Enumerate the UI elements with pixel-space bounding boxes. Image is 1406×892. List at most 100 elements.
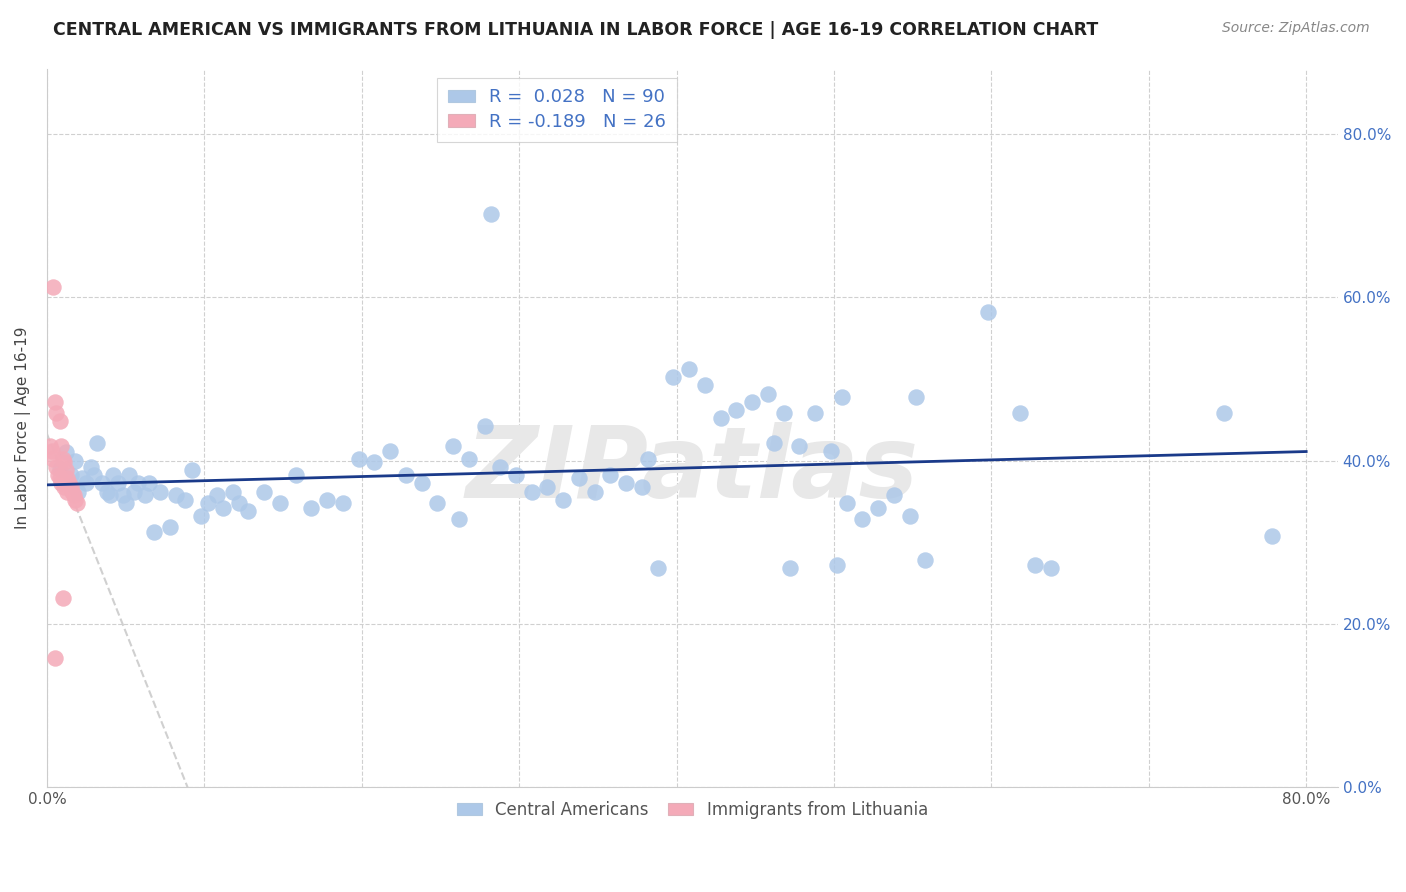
Point (49, 439, 72, 453)
Point (165, 488, 187, 502)
Point (426, 496, 449, 510)
Point (205, 488, 228, 502)
Point (48, 471, 70, 485)
Point (70, 471, 93, 485)
Point (42, 451, 65, 466)
Point (449, 512, 471, 526)
Point (46, 468, 69, 483)
Point (378, 443, 401, 458)
Point (710, 411, 733, 425)
Point (52, 451, 75, 466)
Point (228, 496, 250, 510)
Point (138, 476, 160, 491)
Point (111, 488, 134, 502)
Point (772, 406, 794, 420)
Point (835, 496, 858, 510)
Text: CENTRAL AMERICAN VS IMMIGRANTS FROM LITHUANIA IN LABOR FORCE | AGE 16-19 CORRELA: CENTRAL AMERICAN VS IMMIGRANTS FROM LITH… (53, 21, 1098, 39)
Point (55, 463, 77, 477)
Point (763, 435, 786, 450)
Point (52, 591, 75, 605)
Point (60, 484, 83, 499)
Point (96, 484, 118, 499)
Point (67, 484, 90, 499)
Point (820, 443, 842, 458)
Point (53, 480, 76, 494)
Point (134, 488, 156, 502)
Point (825, 558, 848, 572)
Point (107, 476, 129, 491)
Point (536, 480, 558, 494)
Point (58, 476, 80, 491)
Point (174, 492, 197, 507)
Point (779, 561, 801, 575)
Point (831, 390, 853, 404)
Point (457, 451, 479, 466)
Point (756, 386, 779, 401)
Point (395, 468, 418, 483)
Point (59, 480, 82, 494)
Point (489, 460, 512, 475)
Point (62, 488, 84, 502)
Point (479, 207, 502, 221)
Point (725, 403, 748, 417)
Point (56, 484, 79, 499)
Point (599, 468, 621, 483)
Point (253, 484, 276, 499)
Point (1040, 561, 1063, 575)
Point (474, 419, 496, 434)
Text: Source: ZipAtlas.com: Source: ZipAtlas.com (1222, 21, 1369, 36)
Point (678, 362, 700, 376)
Point (583, 484, 606, 499)
Point (411, 476, 433, 491)
Point (122, 484, 145, 499)
Point (44, 394, 66, 409)
Point (1024, 558, 1046, 572)
Point (904, 390, 927, 404)
Y-axis label: In Labor Force | Age 16-19: In Labor Force | Age 16-19 (15, 326, 31, 529)
Point (347, 451, 370, 466)
Point (149, 484, 172, 499)
Point (101, 468, 124, 483)
Point (45, 460, 67, 475)
Point (83, 468, 105, 483)
Point (568, 471, 591, 485)
Point (42, 280, 65, 294)
Point (898, 509, 921, 524)
Point (316, 492, 339, 507)
Point (520, 484, 543, 499)
Point (114, 496, 136, 510)
Point (1260, 528, 1282, 542)
Point (238, 504, 260, 518)
Point (91, 476, 114, 491)
Point (59, 468, 82, 483)
Point (883, 488, 905, 502)
Point (98, 488, 121, 502)
Point (662, 370, 685, 384)
Point (441, 439, 464, 453)
Point (637, 451, 659, 466)
Point (553, 492, 575, 507)
Point (332, 496, 354, 510)
Point (44, 651, 66, 665)
Point (66, 496, 89, 510)
Point (851, 512, 873, 526)
Point (647, 561, 669, 575)
Point (45, 406, 67, 420)
Point (363, 455, 385, 469)
Point (159, 520, 181, 534)
Point (789, 439, 811, 453)
Point (1213, 406, 1236, 420)
Point (614, 476, 637, 491)
Point (212, 500, 235, 515)
Point (86, 435, 108, 450)
Point (143, 525, 166, 540)
Point (180, 463, 202, 477)
Point (56, 471, 79, 485)
Point (269, 496, 291, 510)
Point (866, 500, 889, 515)
Point (693, 378, 716, 392)
Point (55, 445, 77, 459)
Point (197, 496, 219, 510)
Point (977, 305, 1000, 319)
Point (39, 439, 62, 453)
